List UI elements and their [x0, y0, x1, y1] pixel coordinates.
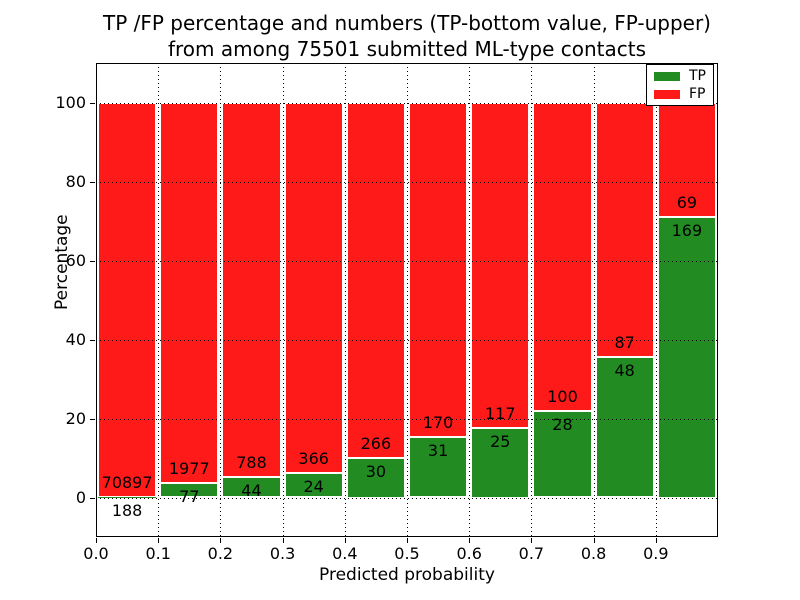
y-tick-mark [90, 260, 95, 262]
bar-label-fp: 366 [298, 449, 329, 469]
fp-swatch-icon [654, 90, 680, 99]
x-tick-mark [469, 538, 471, 543]
x-tick-label: 0.7 [518, 544, 545, 563]
y-tick-mark [90, 418, 95, 420]
y-tick-mark [90, 339, 95, 341]
y-tick-label: 20 [65, 408, 86, 428]
x-tick-mark [593, 538, 595, 543]
bar-label-fp: 788 [236, 452, 267, 472]
legend-item-fp: FP [647, 85, 713, 103]
legend: TP FP [646, 64, 714, 106]
y-tick-label: 100 [55, 92, 86, 112]
x-tick-label: 0.0 [83, 544, 109, 563]
chart-title-line-1: TP /FP percentage and numbers (TP-bottom… [103, 11, 711, 35]
bar-label-tp: 77 [179, 486, 200, 506]
legend-label-fp: FP [689, 86, 706, 102]
y-tick-mark [90, 497, 95, 499]
x-tick-label: 0.3 [269, 544, 296, 563]
bar-label-tp: 44 [241, 480, 262, 500]
y-tick-label: 60 [65, 250, 86, 270]
bar-label-fp: 117 [485, 404, 516, 423]
chart-title-line-2: from among 75501 submitted ML-type conta… [167, 37, 647, 61]
bar-label-tp: 169 [671, 221, 703, 240]
bar-label-tp: 24 [303, 477, 324, 497]
legend-label-tp: TP [689, 68, 706, 84]
x-tick-mark [407, 538, 408, 543]
x-tick-label: 0.8 [580, 544, 607, 563]
x-tick-mark [531, 538, 533, 543]
y-tick-mark [90, 181, 95, 183]
x-tick-label: 0.6 [456, 544, 482, 563]
bar-label-fp: 87 [614, 333, 635, 353]
bar-label-tp: 30 [365, 461, 387, 481]
x-tick-label: 0.5 [394, 544, 420, 563]
bar-label-fp: 266 [360, 433, 392, 453]
bar-label-fp: 100 [547, 387, 578, 407]
x-tick-mark [158, 538, 160, 543]
y-tick-label: 40 [65, 329, 86, 349]
bar-label-fp: 1977 [168, 458, 210, 478]
y-tick-label: 0 [75, 487, 86, 507]
bar-label-tp: 28 [552, 415, 573, 435]
bar-label-fp: 69 [676, 193, 698, 212]
bar-label-tp: 31 [427, 440, 449, 460]
x-tick-mark [655, 538, 657, 543]
y-tick-label: 80 [65, 171, 86, 191]
x-tick-label: 0.1 [145, 544, 171, 563]
bar-label-fp: 170 [422, 412, 454, 432]
x-tick-label: 0.9 [643, 544, 669, 563]
y-tick-mark [90, 102, 95, 104]
x-tick-mark [96, 538, 97, 543]
x-tick-label: 0.4 [332, 544, 358, 563]
x-axis-label: Predicted probability [319, 565, 495, 585]
x-tick-mark [220, 538, 222, 543]
x-tick-mark [344, 538, 346, 543]
legend-item-tp: TP [647, 67, 713, 85]
tp-swatch-icon [654, 72, 680, 81]
x-tick-mark [282, 538, 284, 543]
bar-label-tp: 25 [490, 432, 511, 451]
bar-label-tp: 188 [111, 500, 143, 520]
x-tick-label: 0.2 [207, 544, 234, 563]
bar-label-fp: 70897 [101, 472, 153, 492]
bar-label-tp: 48 [614, 361, 635, 381]
